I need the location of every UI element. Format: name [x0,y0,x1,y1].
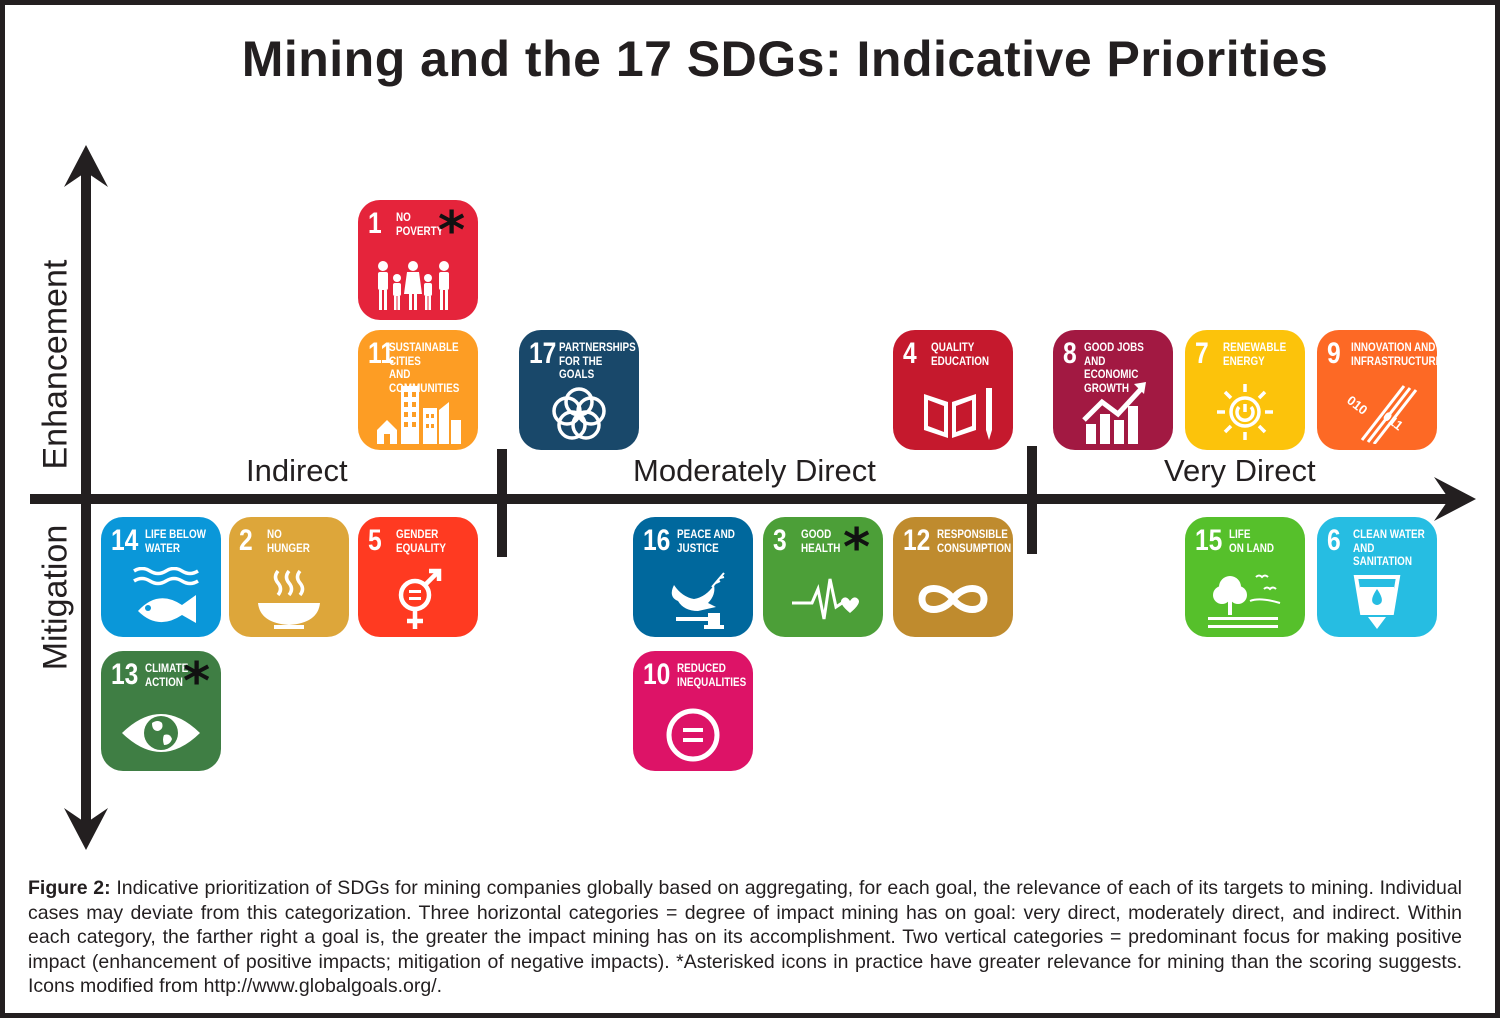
fish-icon [133,567,199,623]
sdg-label: No Poverty [396,212,444,238]
sdg-label: Life below water [145,529,206,555]
sdg-tile-14: 14 Life below water [101,517,221,637]
family-icon [378,261,449,310]
category-indirect: Indirect [246,453,348,488]
sdg-label: Good jobs and economic growth [1084,342,1144,395]
axis-label-mitigation: Mitigation [36,524,75,671]
sdg-number: 17 [529,337,557,370]
sdg-tile-15: 15 Life on land [1185,517,1305,637]
sdg-number: 4 [903,337,917,370]
sdg-label: Climate Action [145,663,189,689]
sdg-tile-1: 1 No Poverty [358,200,478,320]
sdg-label: Life on land [1229,529,1275,555]
sdg-tile-8: 8 Good jobs and economic growth [1053,330,1173,450]
sdg-label: Partnerships for the goals [559,342,636,381]
divider-1 [497,449,507,557]
sdg-number: 10 [643,658,671,691]
asterisk-sdg-1: * [438,201,466,261]
sun-power-icon [1217,384,1273,440]
book-icon [924,388,992,440]
sdg-number: 2 [239,524,253,557]
sdg-label: Peace and Justice [677,529,735,555]
sdg-number: 9 [1327,337,1341,370]
sdg-number: 14 [111,524,139,557]
sdg-number: 8 [1063,337,1077,370]
sdg-number: 3 [773,524,787,557]
sdg-number: 11 [368,337,395,370]
sdg-tile-2: 2 No Hunger [229,517,349,637]
sdg-label: Renewable Energy [1223,342,1287,368]
equals-icon [666,708,720,762]
caption-lead: Figure 2: [28,877,111,899]
sdg-tile-10: 10 Reduced inequalities [633,651,753,771]
figure-title: Mining and the 17 SDGs: Indicative Prior… [241,31,1329,87]
sdg-number: 5 [368,524,382,557]
axis-label-enhancement: Enhancement [36,259,75,470]
tree-icon [1208,574,1281,628]
sdg-tile-17: 17 Partnerships for the goals [519,330,639,450]
sdg-tile-9: 9 Innovation and infrastructure 010 011 [1317,330,1437,450]
sdg-number: 12 [903,524,931,557]
sdg-number: 1 [368,207,382,240]
bowl-icon [258,569,320,629]
sdg-tile-12: 12 Responsible consumption [893,517,1013,637]
up-arrowhead [64,145,108,187]
sdg-tile-4: 4 Quality Education [893,330,1013,450]
sdg-number: 7 [1195,337,1209,370]
sdg-label: Reduced inequalities [677,663,747,689]
svg-text:010: 010 [1344,393,1370,418]
sdg-number: 6 [1327,524,1341,557]
category-very-direct: Very Direct [1164,453,1316,488]
sdg-tile-16: 16 Peace and Justice [633,517,753,637]
sdg-number: 15 [1195,524,1223,557]
sdg-tile-3: 3 Good Health [763,517,883,637]
asterisk-sdg-13: * [183,652,211,712]
right-arrowhead [1434,477,1476,521]
sdg-tile-7: 7 Renewable Energy [1185,330,1305,450]
heartbeat-icon [792,578,859,620]
asterisk-sdg-3: * [843,518,871,578]
sdg-label: Quality Education [931,342,990,368]
gender-icon [398,568,442,629]
sdg-label: No Hunger [267,529,310,555]
sdg-label: Gender Equality [396,529,447,555]
sdg-tile-6: 6 Clean water and sanitation [1317,517,1437,637]
sdg-label: Clean water and sanitation [1353,529,1425,568]
water-drop-icon [1353,575,1401,629]
sdg-label: Good Health [801,529,841,555]
sdg-label: Innovation and infrastructure [1351,342,1437,368]
category-moderately-direct: Moderately Direct [633,453,876,488]
sdg-label: Responsible consumption [937,529,1012,555]
divider-2 [1027,446,1037,554]
sdg-tile-5: 5 Gender Equality [358,517,478,637]
sdg-tile-13: 13 Climate Action [101,651,221,771]
eye-globe-icon [122,714,200,752]
down-arrowhead [64,808,108,850]
city-icon [377,386,461,444]
caption-text: Indicative prioritization of SDGs for mi… [28,877,1463,997]
dove-gavel-icon [671,572,725,629]
sdg-tile-11: 11 Sustainable cities and communities [358,330,478,450]
binary-icon: 010 011 [1344,385,1418,444]
horizontal-axis-line [30,494,1450,504]
figure-caption: Figure 2: Indicative prioritization of S… [28,876,1462,999]
infinity-icon [918,585,988,613]
partnership-rings-icon [552,387,606,440]
sdg-number: 13 [111,658,139,691]
growth-chart-icon [1082,382,1146,444]
sdg-number: 16 [643,524,671,557]
